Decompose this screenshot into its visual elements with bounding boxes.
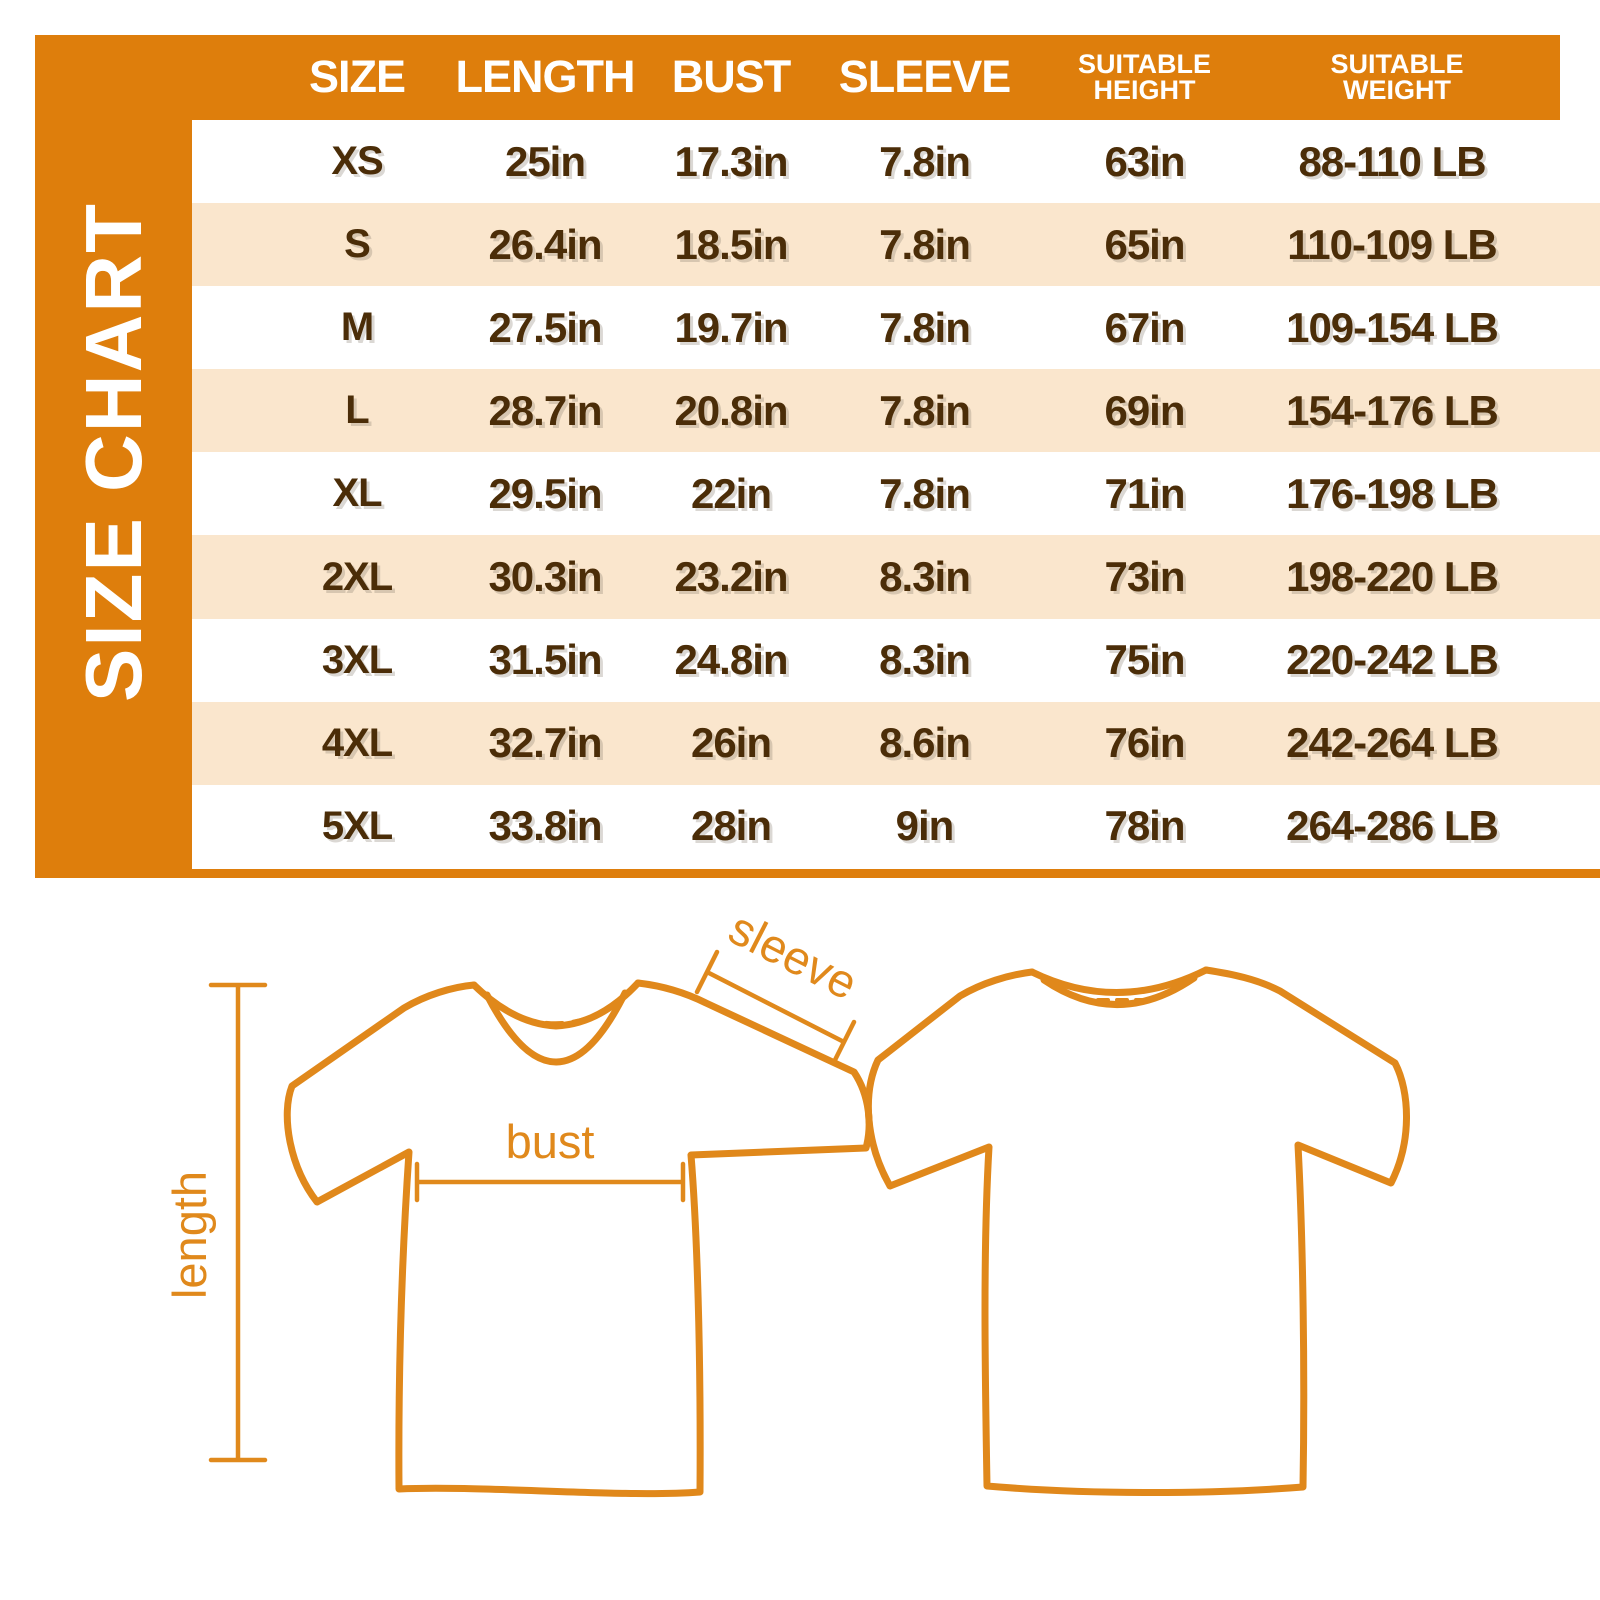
header-bust: BUST (671, 51, 792, 103)
cell-length: 25in (504, 137, 586, 185)
cell-height: 76in (1104, 719, 1185, 767)
cell-weight: 154-176 LB (1286, 386, 1499, 434)
table-row: 2XL 30.3in 23.2in 8.3in 73in 198-220 LB (192, 535, 1600, 619)
cell-bust: 19.7in (674, 303, 788, 351)
cell-height: 65in (1104, 220, 1185, 268)
cell-weight: 220-242 LB (1286, 636, 1499, 684)
length-measure-line (208, 982, 268, 1463)
frame-top-band (35, 35, 1560, 120)
cell-sleeve: 7.8in (879, 220, 971, 268)
cell-weight: 198-220 LB (1286, 553, 1499, 601)
cell-weight: 264-286 LB (1286, 802, 1499, 850)
cell-bust: 24.8in (674, 636, 788, 684)
front-collar-outer (470, 979, 642, 1030)
table-row: 4XL 32.7in 26in 8.6in 76in 242-264 LB (192, 701, 1600, 785)
cell-size: XL (332, 471, 382, 516)
cell-bust: 18.5in (674, 220, 788, 268)
cell-weight: 109-154 LB (1286, 303, 1499, 351)
cell-length: 33.8in (488, 802, 602, 850)
cell-length: 31.5in (488, 636, 602, 684)
header-suitable-weight: SUITABLE WEIGHT (1330, 48, 1464, 105)
cell-sleeve: 9in (895, 802, 955, 850)
cell-weight: 110-109 LB (1287, 220, 1497, 268)
cell-size: 4XL (321, 720, 393, 765)
cell-size: L (345, 388, 369, 433)
side-title-area: SIZE CHART (35, 35, 192, 869)
cell-bust: 28in (690, 802, 772, 850)
cell-height: 75in (1104, 636, 1185, 684)
cell-sleeve: 7.8in (879, 386, 971, 434)
measurement-diagram: length bust sleeve (163, 901, 1410, 1498)
sleeve-label: sleeve (721, 901, 866, 1010)
cell-sleeve: 7.8in (879, 469, 971, 517)
cell-sleeve: 8.3in (879, 636, 971, 684)
size-table-header: SIZE LENGTH BUST SLEEVE SUITABLE HEIGHT … (192, 35, 1560, 120)
header-sleeve: SLEEVE (838, 51, 1012, 103)
cell-length: 32.7in (488, 719, 602, 767)
size-table-body: XS 25in 17.3in 7.8in 63in 88-110 LB S 26… (192, 120, 1600, 868)
cell-size: S (344, 222, 371, 267)
table-row: 3XL 31.5in 24.8in 8.3in 75in 220-242 LB (192, 618, 1600, 702)
cell-weight: 88-110 LB (1298, 137, 1486, 185)
front-shirt-outline (283, 979, 873, 1498)
cell-length: 30.3in (488, 553, 602, 601)
table-row: 5XL 33.8in 28in 9in 78in 264-286 LB (192, 784, 1600, 868)
cell-size: 5XL (321, 803, 393, 848)
cell-height: 69in (1104, 386, 1185, 434)
length-label: length (163, 1171, 216, 1299)
cell-bust: 17.3in (674, 137, 788, 185)
back-collar-inner (1040, 974, 1198, 1008)
table-row: L 28.7in 20.8in 7.8in 69in 154-176 LB (192, 369, 1600, 453)
cell-length: 26.4in (488, 220, 602, 268)
cell-length: 27.5in (488, 303, 602, 351)
cell-height: 78in (1104, 802, 1185, 850)
back-shirt-outline (864, 966, 1410, 1496)
cell-size: 2XL (321, 554, 393, 599)
cell-bust: 26in (690, 719, 772, 767)
cell-height: 73in (1104, 553, 1185, 601)
cell-sleeve: 8.6in (879, 719, 971, 767)
cell-bust: 22in (690, 469, 772, 517)
cell-height: 67in (1104, 303, 1185, 351)
cell-height: 71in (1104, 469, 1185, 517)
cell-bust: 23.2in (674, 553, 788, 601)
bust-label: bust (506, 1115, 595, 1168)
cell-sleeve: 7.8in (879, 303, 971, 351)
header-size: SIZE (308, 51, 406, 103)
cell-weight: 242-264 LB (1286, 719, 1499, 767)
table-row: XL 29.5in 22in 7.8in 71in 176-198 LB (192, 452, 1600, 536)
bust-measure-line (414, 1161, 686, 1203)
cell-weight: 176-198 LB (1286, 469, 1499, 517)
page-title: SIZE CHART (68, 202, 158, 702)
header-length: LENGTH (455, 51, 636, 103)
back-collar-outer (1028, 966, 1210, 996)
cell-height: 63in (1104, 137, 1185, 185)
cell-length: 28.7in (488, 386, 602, 434)
cell-bust: 20.8in (674, 386, 788, 434)
cell-size: M (340, 305, 374, 350)
table-row: S 26.4in 18.5in 7.8in 65in 110-109 LB (192, 203, 1600, 287)
frame-left-band (35, 35, 192, 869)
header-suitable-height: SUITABLE HEIGHT (1078, 48, 1211, 105)
cell-sleeve: 7.8in (879, 137, 971, 185)
cell-sleeve: 8.3in (879, 553, 971, 601)
frame-bottom-line (35, 869, 1600, 878)
cell-size: 3XL (321, 637, 393, 682)
cell-size: XS (331, 139, 383, 184)
table-row: M 27.5in 19.7in 7.8in 67in 109-154 LB (192, 286, 1600, 370)
table-row: XS 25in 17.3in 7.8in 63in 88-110 LB (192, 120, 1600, 204)
front-collar-inner (483, 989, 629, 1066)
sleeve-measure-line (694, 949, 857, 1065)
front-collar-stitch (518, 1014, 596, 1026)
cell-length: 29.5in (488, 469, 602, 517)
